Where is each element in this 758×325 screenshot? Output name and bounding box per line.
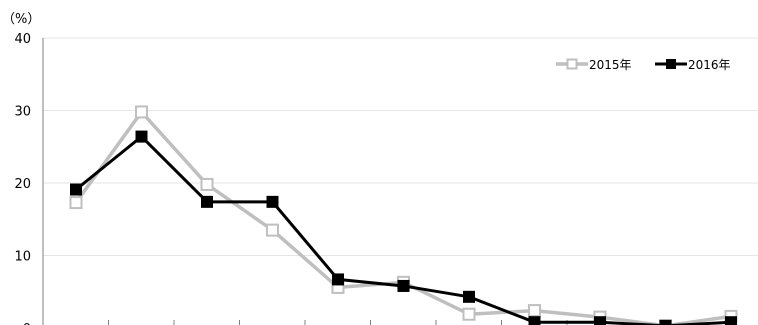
y-tick-label-0: 0 — [23, 322, 31, 325]
legend-label-2016年: 2016年 — [688, 58, 731, 72]
point-2016年-4 — [332, 273, 344, 286]
point-2016年-1 — [135, 130, 148, 143]
series-line-2016年 — [75, 135, 732, 325]
series-2016年 — [70, 130, 737, 325]
point-2016年-0 — [70, 183, 82, 196]
grid-lines — [43, 37, 758, 256]
y-tick-label-10: 10 — [14, 250, 31, 265]
legend-item-2015年: 2015年 — [556, 58, 632, 72]
series-layer — [69, 105, 738, 325]
y-tick-label-20: 20 — [14, 177, 31, 192]
y-axis-tick-labels: 0 10 20 30 40 — [14, 32, 31, 325]
series-line-2015年 — [74, 110, 732, 325]
point-2015年-0 — [69, 196, 83, 210]
point-2016年-10 — [725, 316, 737, 325]
point-2015年-2 — [200, 177, 214, 191]
legend-item-2016年: 2016年 — [655, 58, 731, 72]
y-axis-unit-label: （%） — [2, 12, 40, 27]
point-2016年-6 — [463, 290, 475, 303]
point-2015年-3 — [266, 223, 279, 237]
y-tick-label-30: 30 — [14, 105, 31, 120]
legend-label-2015年: 2015年 — [589, 58, 632, 72]
legend-marker-2016年 — [666, 59, 676, 69]
point-2015年-1 — [135, 105, 148, 119]
point-2016年-9 — [659, 319, 672, 325]
y-tick-label-40: 40 — [14, 32, 31, 47]
point-2016年-7 — [528, 316, 541, 325]
point-2016年-8 — [594, 316, 606, 325]
point-2015年-7 — [528, 304, 541, 318]
point-2016年-2 — [201, 195, 213, 208]
legend: 2015年 2016年 — [556, 58, 731, 72]
point-2015年-6 — [462, 307, 476, 321]
point-2016年-5 — [397, 279, 410, 292]
series-2015年 — [69, 105, 738, 325]
legend-marker-2015年 — [566, 58, 578, 70]
point-2016年-3 — [266, 195, 279, 208]
